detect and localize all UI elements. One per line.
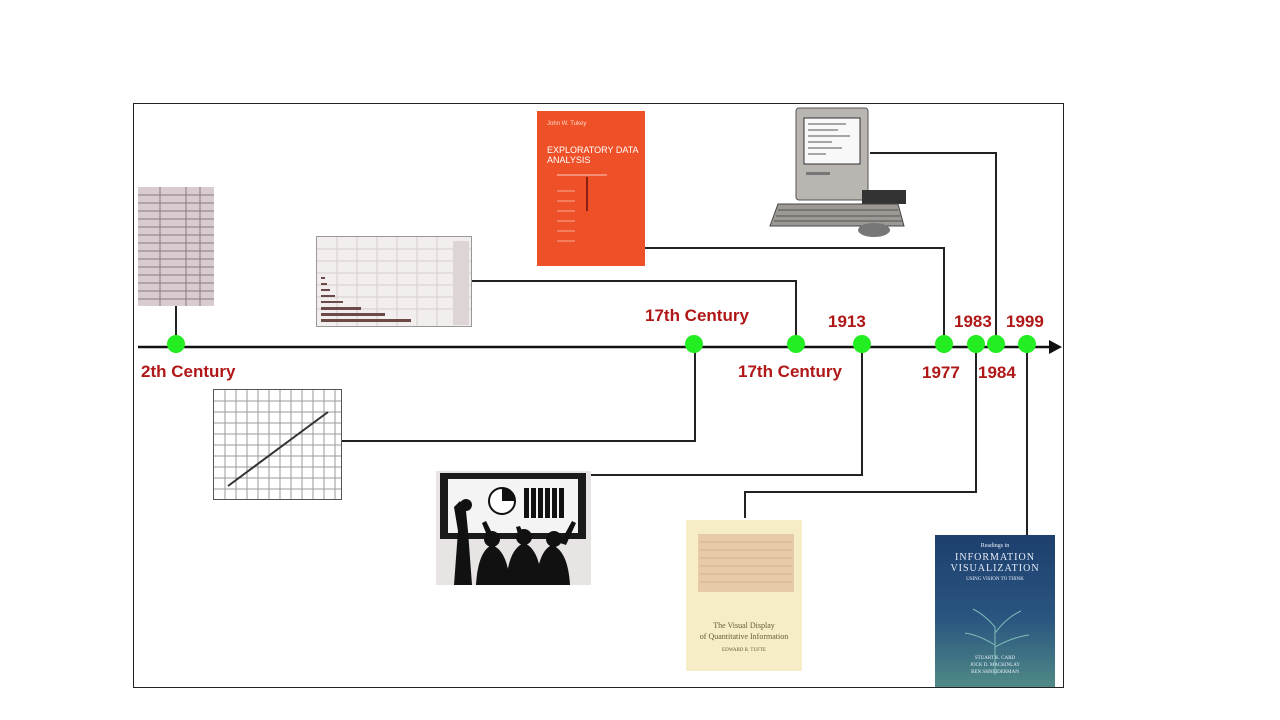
infovis-book-title-line1: INFORMATION [955,552,1035,563]
infovis-book-author3: BEN SHNEIDERMAN [971,670,1019,675]
infovis-book-author1: STUART K. CARD [974,656,1016,661]
label-1983: 1983 [954,312,992,331]
timeline-arrowhead [1049,340,1062,354]
milestone-dot-1977 [935,335,953,353]
presentation-audience-image [436,471,591,585]
line-graph-image [213,389,342,500]
milestone-dot-1913 [853,335,871,353]
eda-book-title: EXPLORATORY DATA ANALYSIS [547,145,642,165]
milestone-dot-2th-century [167,335,185,353]
infovis-book-author2: JOCK D. MACKINLAY [970,663,1020,668]
milestone-dot-17th-century-b [787,335,805,353]
connector-1983 [744,344,977,518]
label-1999: 1999 [1006,312,1044,331]
connector-1977 [645,247,945,344]
milestone-dot-1984 [987,335,1005,353]
information-visualization-book-image: Readings in INFORMATION VISUALIZATION US… [935,535,1055,687]
milestone-dot-1983 [967,335,985,353]
visual-display-book-image: The Visual Display of Quantitative Infor… [686,520,802,671]
bar-chart-image [316,236,472,327]
milestone-dot-17th-century-a [685,335,703,353]
ledger-table-image [138,187,214,306]
eda-book-title-line2: ANALYSIS [547,155,591,165]
label-2th-century: 2th Century [141,362,236,381]
eda-book-title-line1: EXPLORATORY DATA [547,145,639,155]
tufte-book-title-line2: of Quantitative Information [699,632,789,641]
exploratory-data-analysis-book-image: John W. Tukey EXPLORATORY DATA ANALYSIS [537,111,645,266]
label-1984: 1984 [978,363,1016,382]
tufte-book-author: EDWARD R. TUFTE [722,648,766,653]
connector-1984 [870,152,997,344]
macintosh-computer-image [766,106,910,238]
connector-17th-century-a [342,344,696,442]
tufte-book-title-line1: The Visual Display [713,621,775,630]
label-17th-century-b: 17th Century [738,362,842,381]
label-1913: 1913 [828,312,866,331]
milestone-dot-1999 [1018,335,1036,353]
connector-1913 [590,344,863,476]
eda-book-author: John W. Tukey [547,121,587,127]
label-17th-century-a: 17th Century [645,306,749,325]
label-1977: 1977 [922,363,960,382]
connector-17th-century-b [472,280,797,344]
infovis-book-title-line2: VISUALIZATION [950,563,1040,574]
infovis-book-subtitle: USING VISION TO THINK [966,577,1024,582]
infovis-book-prefix: Readings in [980,543,1010,549]
